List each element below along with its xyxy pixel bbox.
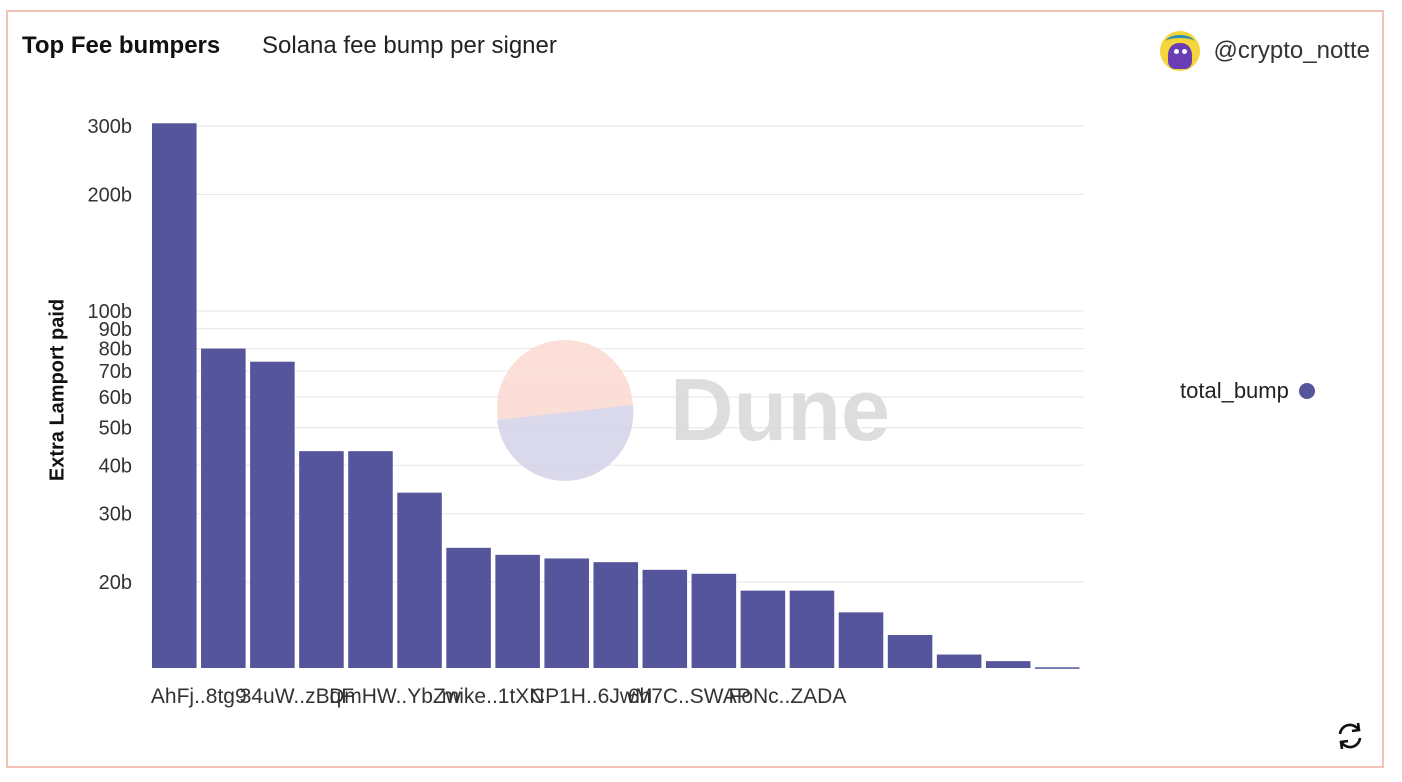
y-tick-label: 30b: [99, 504, 132, 526]
bar[interactable]: [446, 547, 491, 668]
bar[interactable]: [250, 361, 295, 668]
x-tick-label: AhFj..8tg9: [151, 685, 247, 708]
bar[interactable]: [201, 348, 246, 668]
bars: [152, 123, 1080, 669]
x-tick-label: 6h7C..SWAP: [628, 685, 751, 708]
author-link[interactable]: @crypto_notte: [1159, 31, 1370, 71]
y-tick-label: 100b: [88, 301, 133, 323]
y-tick-label: 90b: [99, 319, 132, 341]
chart-subtitle: Solana fee bump per signer: [262, 32, 557, 59]
y-tick-label: 200b: [88, 184, 133, 206]
legend-label: total_bump: [1180, 378, 1289, 403]
y-tick-label: 60b: [99, 387, 132, 409]
bar[interactable]: [544, 558, 589, 668]
bar[interactable]: [348, 451, 393, 668]
watermark-text: Dune: [670, 360, 890, 459]
x-tick-label: CP1H..6JwM: [530, 685, 653, 708]
bar[interactable]: [642, 569, 688, 668]
author-name[interactable]: @crypto_notte: [1213, 37, 1370, 64]
y-tick-label: 50b: [99, 418, 132, 440]
bar[interactable]: [838, 612, 884, 668]
refresh-icon[interactable]: [1334, 720, 1366, 752]
y-tick-label: 20b: [99, 572, 132, 594]
bar[interactable]: [397, 492, 442, 668]
bar[interactable]: [495, 554, 540, 668]
x-axis-ticks: AhFj..8tg934uW..zBqFDmHW..YbZwmike..1tXN…: [151, 685, 846, 708]
chart-title: Top Fee bumpers: [22, 32, 221, 59]
y-tick-label: 70b: [99, 361, 132, 383]
bar[interactable]: [740, 590, 786, 668]
x-tick-label: mike..1tXN: [442, 685, 545, 708]
y-axis-label: Extra Lamport paid: [46, 298, 69, 482]
bar[interactable]: [593, 562, 639, 668]
y-tick-label: 80b: [99, 339, 132, 361]
bar[interactable]: [1034, 667, 1080, 669]
x-tick-label: 34uW..zBqF: [240, 685, 354, 708]
bar[interactable]: [985, 661, 1031, 668]
y-tick-label: 300b: [88, 116, 133, 138]
bar[interactable]: [887, 634, 933, 668]
y-tick-label: 40b: [99, 455, 132, 477]
dune-watermark: Dune: [497, 340, 890, 481]
bar[interactable]: [936, 654, 982, 668]
legend[interactable]: total_bump: [1180, 378, 1315, 404]
bar[interactable]: [691, 573, 737, 668]
x-tick-label: DmHW..YbZw: [329, 685, 462, 708]
legend-marker: [1298, 383, 1315, 399]
bar[interactable]: [299, 451, 344, 668]
x-tick-label: FoNc..ZADA: [729, 685, 847, 708]
bar[interactable]: [152, 123, 197, 669]
avatar-icon: [1159, 31, 1200, 71]
bar[interactable]: [789, 590, 835, 668]
